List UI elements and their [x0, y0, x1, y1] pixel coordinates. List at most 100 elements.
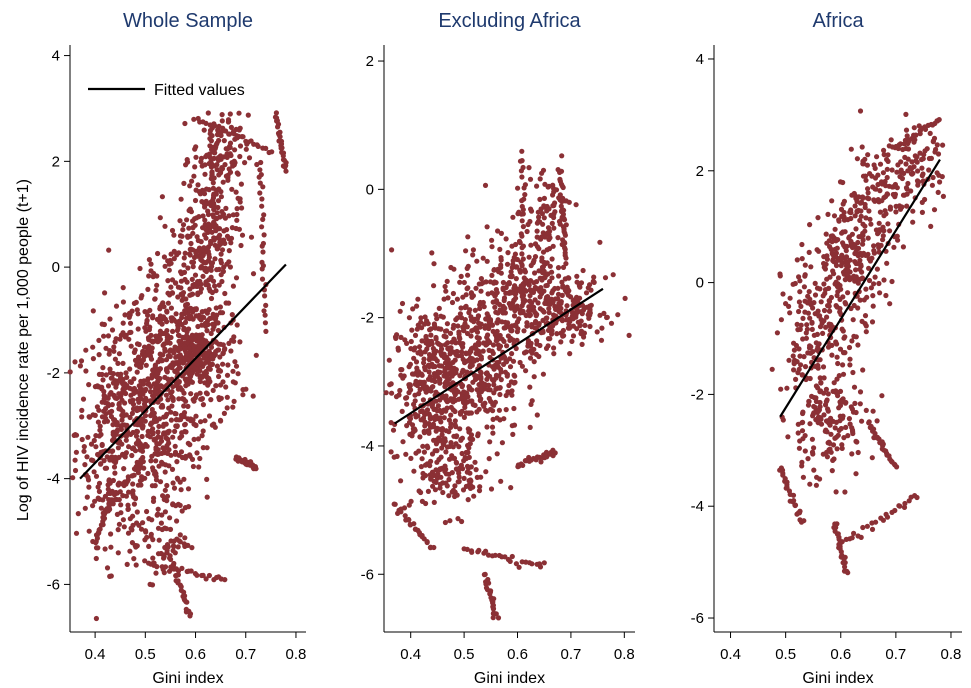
scatter-point [930, 174, 936, 181]
scatter-point [120, 285, 126, 291]
scatter-point [851, 384, 858, 390]
scatter-point [807, 315, 813, 321]
scatter-point [91, 437, 97, 444]
scatter-point [420, 443, 426, 449]
scatter-point [422, 364, 428, 370]
scatter-point [136, 383, 142, 389]
scatter-point [168, 284, 174, 290]
scatter-point [802, 273, 808, 279]
scatter-point [399, 408, 405, 414]
scatter-point [840, 350, 847, 356]
scatter-point [801, 284, 808, 290]
scatter-point [892, 181, 899, 188]
scatter-point [182, 535, 188, 541]
scatter-point [424, 407, 431, 413]
scatter-point [500, 279, 506, 286]
scatter-point [824, 314, 830, 320]
scatter-point [210, 185, 216, 191]
scatter-point [148, 268, 154, 274]
scatter-point [567, 351, 573, 357]
scatter-point [444, 278, 450, 284]
scatter-point [536, 353, 542, 360]
scatter-point [131, 349, 137, 355]
scatter-point [232, 359, 238, 365]
scatter-point [116, 521, 122, 527]
scatter-point [263, 145, 269, 151]
scatter-point [494, 415, 500, 421]
scatter-point [388, 449, 394, 455]
scatter-point [202, 418, 208, 424]
scatter-point [458, 305, 464, 311]
scatter-point [188, 418, 194, 424]
scatter-point [821, 390, 827, 396]
scatter-point [809, 320, 815, 326]
scatter-point [795, 430, 801, 436]
scatter-point [914, 154, 920, 160]
scatter-point [253, 466, 259, 472]
scatter-point [202, 162, 208, 168]
scatter-point [261, 232, 267, 238]
scatter-point [170, 501, 176, 507]
scatter-point [210, 387, 216, 393]
scatter-point [233, 363, 240, 369]
scatter-point [485, 552, 492, 558]
scatter-point [546, 297, 552, 303]
scatter-point [876, 280, 882, 287]
scatter-point [112, 394, 118, 400]
scatter-point [183, 398, 189, 404]
scatter-point [864, 162, 871, 168]
scatter-point [215, 155, 221, 161]
scatter-point [176, 538, 182, 544]
scatter-point [190, 463, 196, 470]
scatter-point [229, 186, 235, 192]
scatter-point [840, 328, 846, 334]
scatter-point [922, 196, 928, 203]
scatter-point [546, 306, 552, 312]
scatter-point [115, 445, 121, 451]
scatter-point [626, 332, 632, 338]
scatter-point [534, 412, 540, 418]
scatter-point [574, 308, 580, 315]
scatter-point [427, 463, 433, 469]
y-tick-label: 4 [696, 51, 704, 68]
scatter-point [801, 518, 807, 524]
scatter-point [200, 402, 206, 408]
scatter-point [172, 443, 178, 449]
scatter-point [537, 306, 543, 312]
scatter-point [129, 308, 135, 314]
scatter-point [422, 349, 428, 355]
scatter-point [263, 328, 269, 334]
scatter-point [436, 326, 442, 332]
scatter-point [494, 320, 500, 326]
scatter-point [145, 377, 151, 383]
scatter-point [534, 454, 541, 460]
scatter-point [161, 431, 167, 437]
scatter-point [193, 250, 199, 256]
scatter-point [453, 460, 460, 466]
scatter-point [871, 250, 878, 256]
scatter-point [823, 261, 829, 267]
scatter-point [230, 283, 236, 289]
scatter-point [547, 263, 553, 269]
scatter-point [103, 345, 109, 351]
scatter-point [165, 397, 171, 403]
scatter-point [404, 340, 410, 346]
scatter-point [156, 338, 162, 344]
scatter-point [502, 319, 508, 325]
scatter-point [138, 364, 144, 370]
scatter-point [419, 338, 425, 344]
scatter-point [809, 449, 816, 455]
scatter-point [275, 124, 281, 130]
scatter-point [192, 197, 199, 204]
scatter-point [105, 490, 112, 496]
scatter-point [452, 418, 458, 424]
scatter-point [910, 208, 916, 214]
scatter-point [200, 428, 206, 434]
scatter-point [222, 290, 228, 297]
scatter-point [514, 337, 520, 343]
scatter-point [133, 562, 139, 568]
scatter-point [406, 315, 412, 321]
scatter-point [517, 359, 523, 366]
